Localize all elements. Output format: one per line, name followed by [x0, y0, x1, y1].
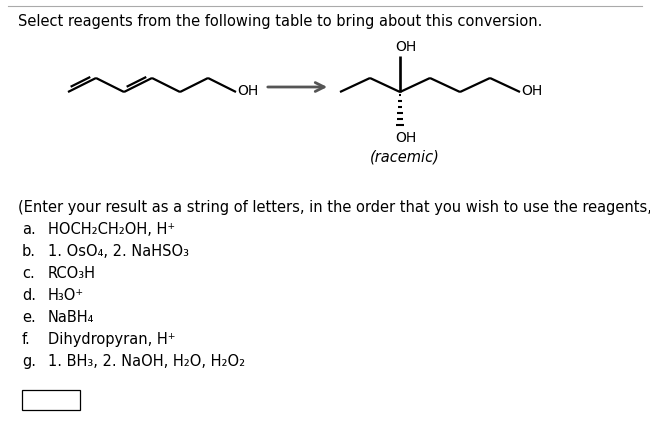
Text: NaBH₄: NaBH₄ — [48, 310, 94, 325]
Text: OH: OH — [395, 131, 416, 145]
FancyBboxPatch shape — [22, 390, 80, 410]
Text: HOCH₂CH₂OH, H⁺: HOCH₂CH₂OH, H⁺ — [48, 222, 175, 237]
Text: H₃O⁺: H₃O⁺ — [48, 288, 84, 303]
Text: Dihydropyran, H⁺: Dihydropyran, H⁺ — [48, 332, 176, 347]
Text: 1. BH₃, 2. NaOH, H₂O, H₂O₂: 1. BH₃, 2. NaOH, H₂O, H₂O₂ — [48, 354, 245, 369]
Text: OH: OH — [237, 84, 258, 98]
Text: g.: g. — [22, 354, 36, 369]
Text: f.: f. — [22, 332, 31, 347]
Text: 1. OsO₄, 2. NaHSO₃: 1. OsO₄, 2. NaHSO₃ — [48, 244, 189, 259]
Text: OH: OH — [395, 40, 416, 54]
Text: RCO₃H: RCO₃H — [48, 266, 96, 281]
Text: c.: c. — [22, 266, 34, 281]
Text: Select reagents from the following table to bring about this conversion.: Select reagents from the following table… — [18, 14, 542, 29]
Text: d.: d. — [22, 288, 36, 303]
Text: e.: e. — [22, 310, 36, 325]
Text: (Enter your result as a string of letters, in the order that you wish to use the: (Enter your result as a string of letter… — [18, 200, 650, 215]
Text: (racemic): (racemic) — [370, 150, 440, 165]
Text: b.: b. — [22, 244, 36, 259]
Text: a.: a. — [22, 222, 36, 237]
Text: OH: OH — [521, 84, 542, 98]
